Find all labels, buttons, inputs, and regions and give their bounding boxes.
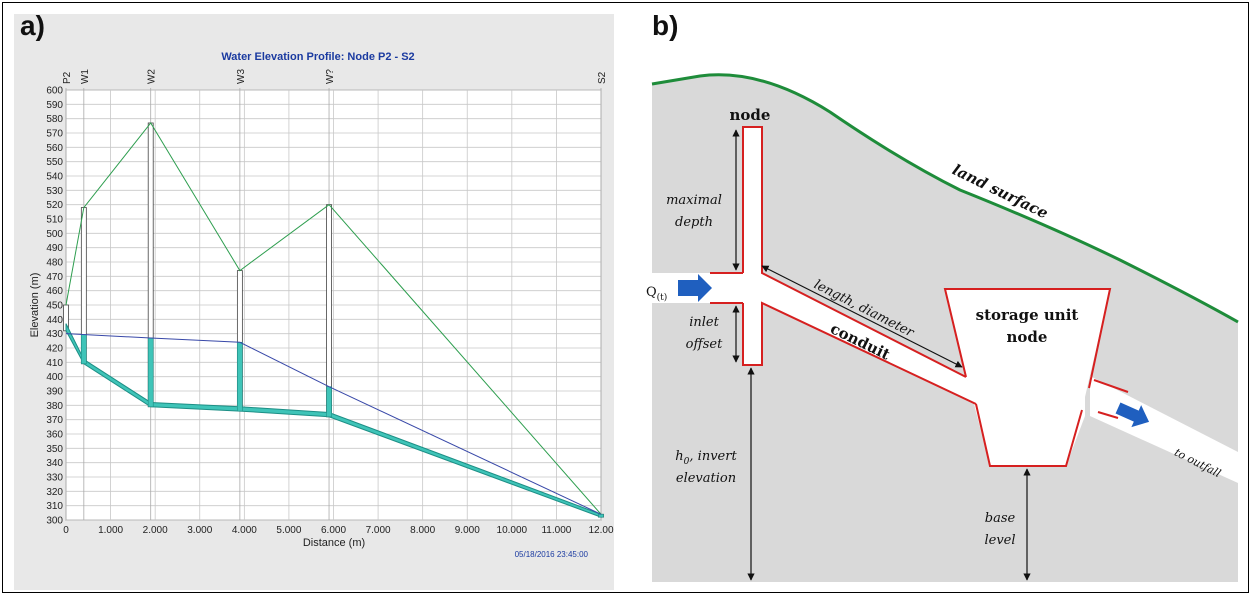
base-label: base [985,511,1016,526]
storage-lower-outline [975,403,1083,467]
inflow-arrow-icon [678,274,712,302]
ground-line [65,122,602,515]
y-tick-label: 520 [46,200,63,211]
timestamp: 05/18/2016 23:45:00 [515,550,589,559]
y-tick-label: 360 [46,430,63,441]
elevation-label: elevation [676,471,736,486]
y-tick-label: 490 [46,243,63,254]
level-label: level [984,533,1015,548]
invert-elevation-label: h0, invert [675,449,737,467]
x-tick-label: 7.000 [366,525,391,536]
y-axis-label: Elevation (m) [29,273,41,338]
x-axis-ticks: 0 1.000 2.000 3.000 4.000 5.000 6.000 7.000 8.00… [63,525,614,536]
y-tick-label: 470 [46,272,63,283]
node-label: node [730,106,771,124]
y-tick-label: 320 [46,487,63,498]
x-tick-label: 5.000 [276,525,301,536]
y-tick-label: 580 [46,114,63,125]
y-tick-label: 560 [46,143,63,154]
y-tick-label: 600 [46,86,63,97]
y-tick-label: 400 [46,372,63,383]
y-tick-label: 340 [46,458,63,469]
offset-label: offset [686,337,723,352]
x-tick-label: 10.000 [497,525,528,536]
y-tick-label: 440 [46,315,63,326]
y-tick-label: 380 [46,401,63,412]
q-label: Q(t) [646,285,667,303]
node-label: P2 [62,71,73,84]
y-tick-label: 550 [46,157,63,168]
y-tick-label: 540 [46,172,63,183]
maximal-label: maximal [666,193,722,208]
x-tick-label: 0 [63,525,69,536]
node-label: W? [325,69,336,84]
x-tick-label: 3.000 [187,525,212,536]
length-diameter-arrow [761,265,963,368]
node-label: W3 [236,69,247,84]
y-axis-ticks: 300 310 320 330 340 350 360 370 380 390 400 410 420 4… [46,86,63,527]
y-tick-label: 460 [46,286,63,297]
x-tick-label: 8.000 [410,525,435,536]
y-tick-label: 410 [46,358,63,369]
dimension-arrows [732,129,1031,581]
x-axis-label: Distance (m) [303,537,365,549]
y-tick-label: 500 [46,229,63,240]
elevation-profile-chart: Water Elevation Profile: Node P2 - S2 30… [29,51,614,559]
node-label: W2 [147,69,158,84]
water-line [65,333,602,515]
y-tick-label: 370 [46,415,63,426]
node-shafts [63,88,604,520]
depth-label: depth [675,215,713,230]
node-label: S2 [597,71,608,84]
inlet-label: inlet [689,315,719,330]
y-tick-label: 480 [46,258,63,269]
storage-node-label: node [1007,328,1048,346]
storage-unit-label: storage unit [976,306,1079,324]
y-tick-label: 590 [46,100,63,111]
x-tick-label: 2.000 [143,525,168,536]
outflow-arrow-icon [1115,402,1150,428]
y-tick-label: 330 [46,473,63,484]
x-tick-label: 9.000 [455,525,480,536]
ground-area [652,74,1238,583]
y-tick-label: 530 [46,186,63,197]
y-tick-label: 390 [46,387,63,398]
y-tick-label: 420 [46,344,63,355]
outlet-pipe-outline [1093,379,1129,419]
x-tick-label: 4.000 [232,525,257,536]
land-surface-line [651,73,1239,324]
y-tick-label: 510 [46,215,63,226]
profile-series [65,122,604,518]
x-tick-label: 1.000 [98,525,123,536]
inlet-pipe-outline [710,272,743,304]
chart-title: Water Elevation Profile: Node P2 - S2 [221,51,414,63]
node-label: W1 [80,69,91,84]
x-tick-label: 12.00 [588,525,613,536]
y-tick-label: 310 [46,501,63,512]
y-tick-label: 570 [46,129,63,140]
x-tick-label: 11.000 [541,525,571,536]
y-tick-label: 430 [46,329,63,340]
x-tick-label: 6.000 [321,525,346,536]
node-labels: P2 W1 W2 W3 W? S2 [62,69,608,84]
y-tick-label: 450 [46,301,63,312]
y-tick-label: 350 [46,444,63,455]
panel-b-letter: b) [652,10,679,41]
y-tick-label: 300 [46,516,63,527]
panel-a-letter: a) [20,10,45,41]
